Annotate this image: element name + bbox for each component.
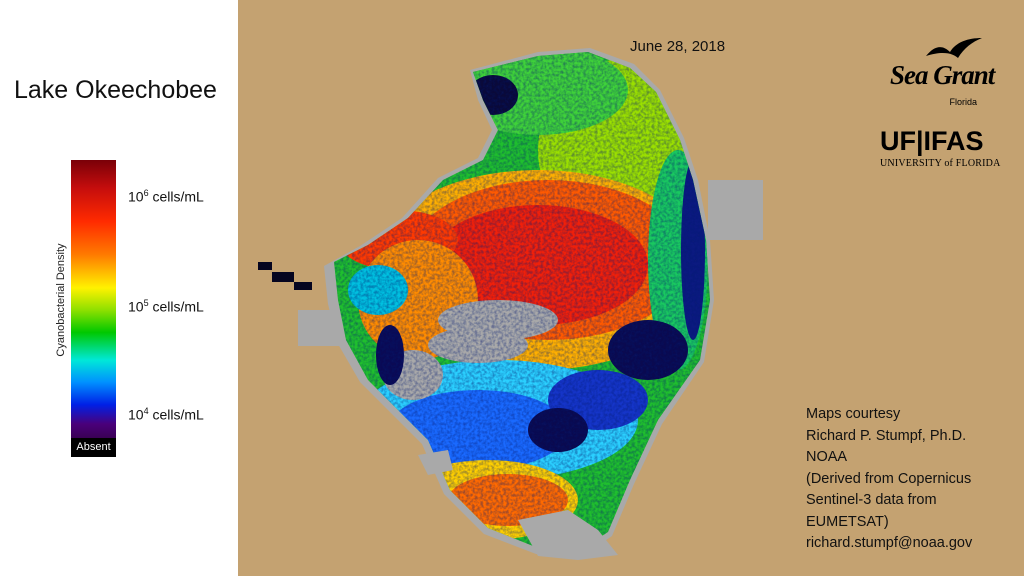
legend-label-high: 106 cells/mL: [128, 188, 204, 205]
map-area: June 28, 2018 Sea Grant Florida UF|IFAS …: [238, 0, 1024, 576]
lake-map: [258, 48, 763, 560]
credit-line: Maps courtesy: [806, 406, 901, 422]
cyanobacteria-density-layer: [334, 52, 710, 552]
sea-grant-logo: Sea Grant Florida: [882, 36, 1007, 112]
credits-block: Maps courtesy Richard P. Stumpf, Ph.D. N…: [806, 404, 972, 555]
legend-panel: Lake Okeechobee Absent Cyanobacterial De…: [0, 0, 238, 576]
colorbar: [71, 160, 116, 438]
sea-grant-sub: Florida: [949, 97, 977, 107]
legend-label-low: 104 cells/mL: [128, 406, 204, 423]
map-title: Lake Okeechobee: [14, 76, 217, 104]
uf-ifas-name: UF|IFAS: [880, 126, 984, 156]
credit-link[interactable]: richard.stumpf@noaa.gov: [806, 535, 973, 551]
south-shore: [418, 450, 618, 560]
uf-ifas-logo: UF|IFAS UNIVERSITY of FLORIDA: [880, 126, 1010, 174]
absent-swatch: Absent: [71, 438, 116, 457]
credit-line: Richard P. Stumpf, Ph.D.: [806, 427, 967, 444]
credit-line: (Derived from Copernicus: [806, 470, 972, 487]
western-inlet: [258, 262, 312, 290]
credit-line: NOAA: [806, 449, 848, 465]
map-date: June 28, 2018: [630, 38, 726, 55]
gull-icon: [926, 38, 982, 58]
credit-line: Sentinel-3 data from: [806, 492, 937, 508]
credit-line: EUMETSAT): [806, 513, 889, 530]
uf-ifas-sub: UNIVERSITY of FLORIDA: [880, 158, 1001, 169]
sea-grant-name: Sea Grant: [890, 60, 995, 90]
colorbar-title: Cyanobacterial Density: [55, 243, 67, 357]
legend-label-mid: 105 cells/mL: [128, 298, 204, 315]
